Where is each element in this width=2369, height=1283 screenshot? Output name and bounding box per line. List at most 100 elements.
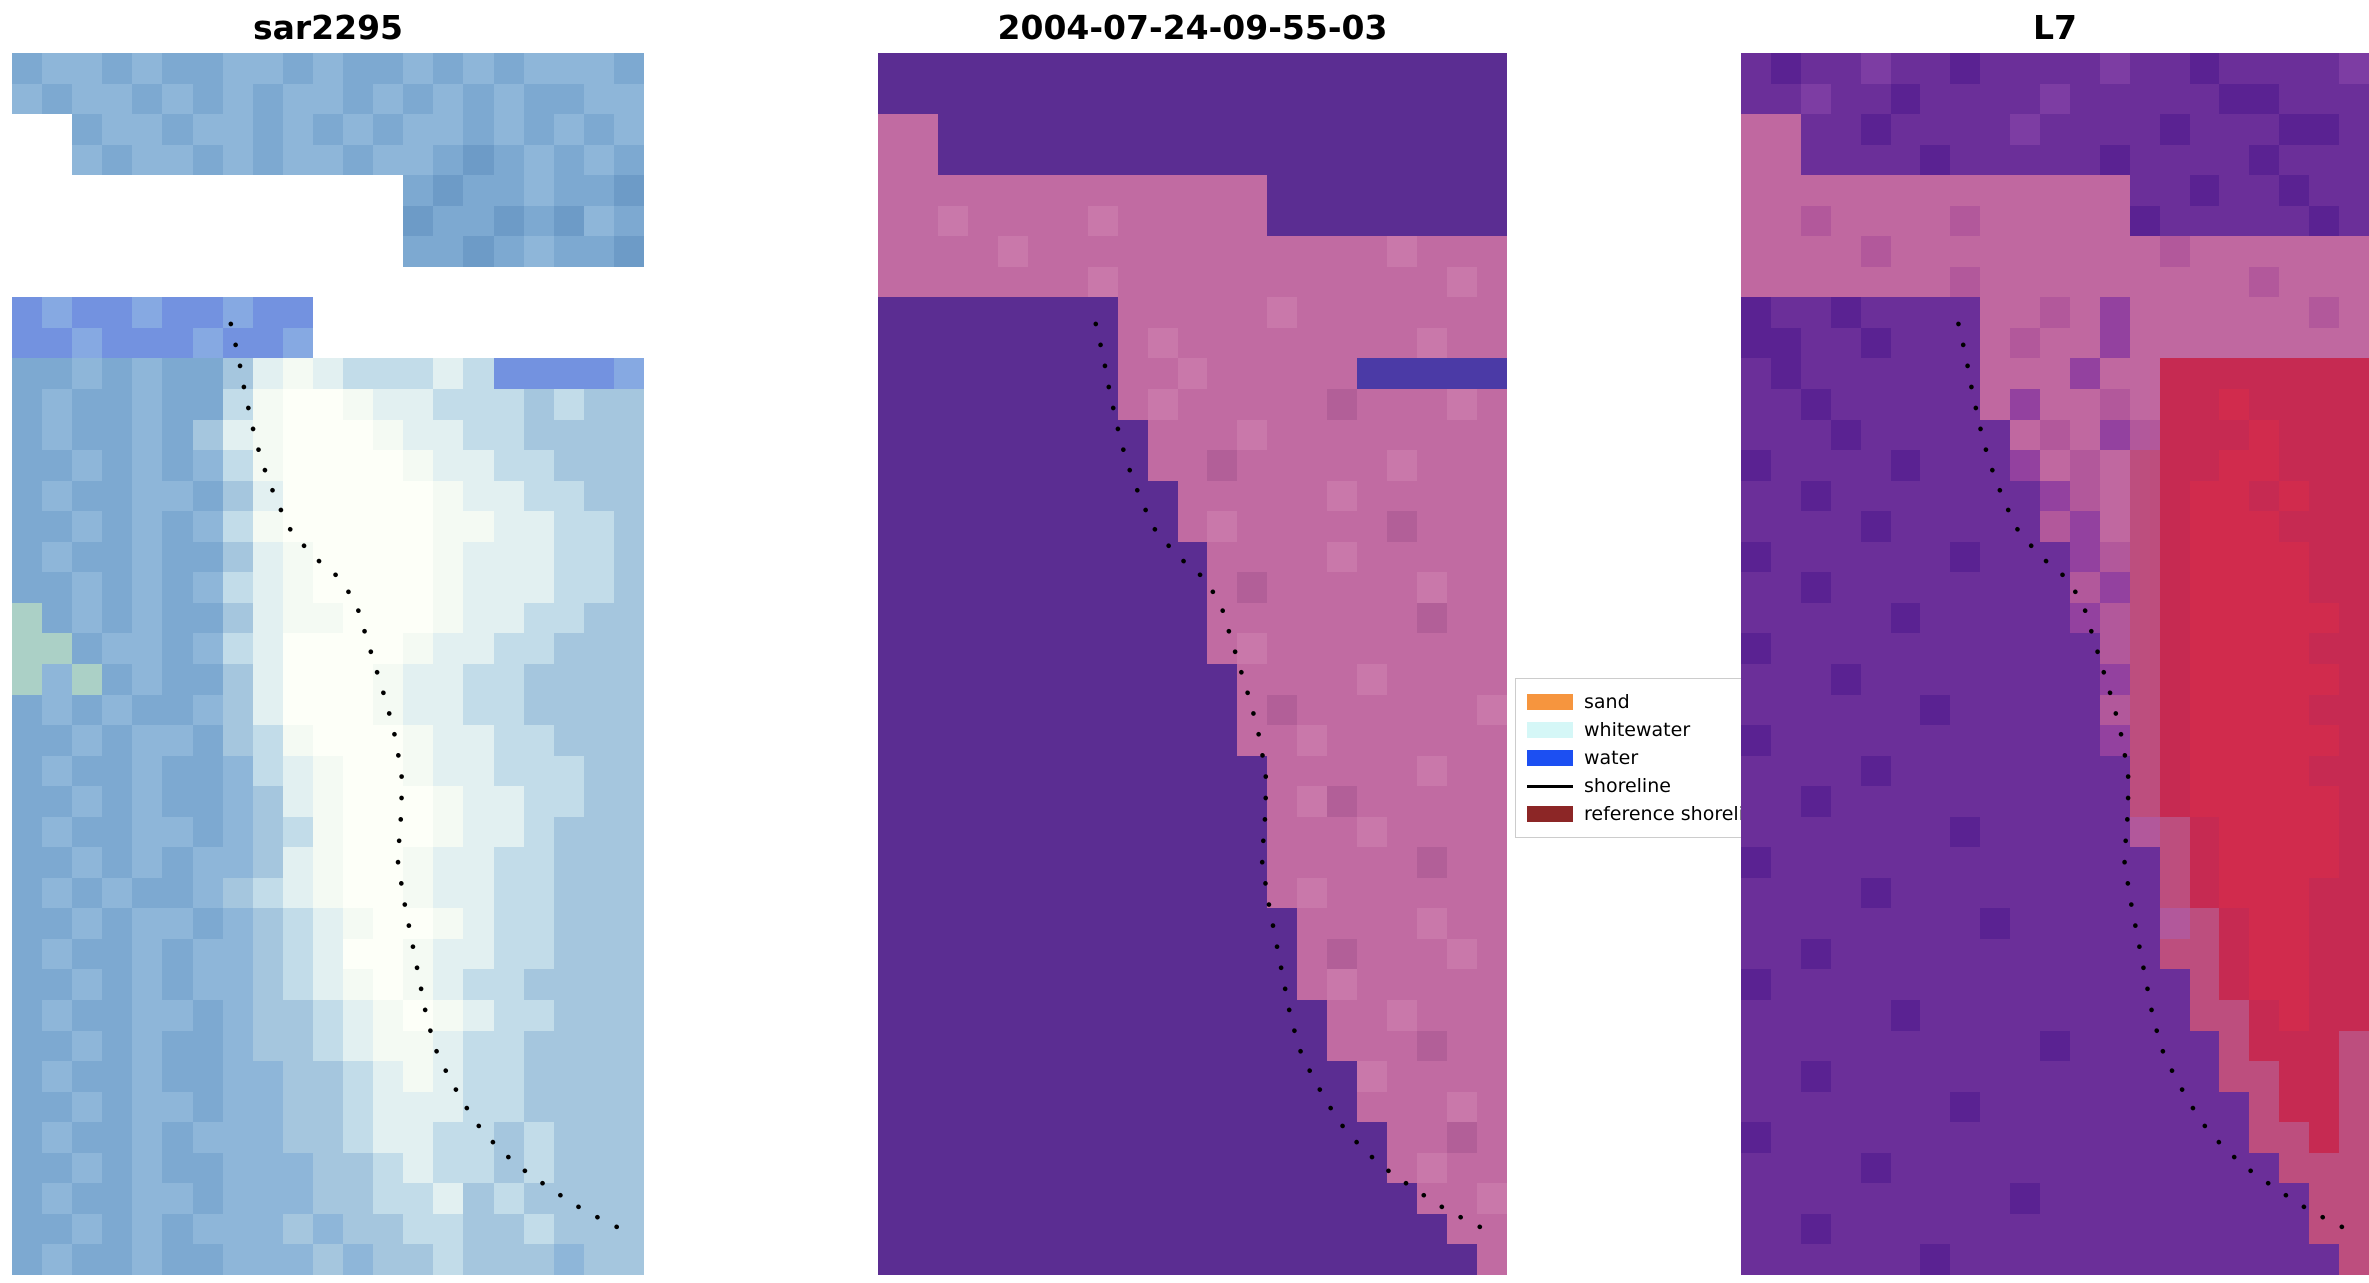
pixel-cell bbox=[1237, 358, 1268, 390]
pixel-cell bbox=[72, 1122, 103, 1153]
pixel-cell bbox=[1057, 1244, 1088, 1275]
pixel-cell bbox=[553, 53, 584, 84]
pixel-cell bbox=[2279, 1183, 2310, 1214]
pixel-cell bbox=[1770, 389, 1801, 420]
pixel-cell bbox=[937, 541, 968, 573]
pixel-cell bbox=[2249, 114, 2280, 145]
pixel-cell bbox=[2189, 1183, 2220, 1214]
pixel-cell bbox=[2219, 450, 2250, 481]
pixel-cell bbox=[1950, 877, 1981, 909]
pixel-cell bbox=[2069, 114, 2100, 145]
pixel-cell bbox=[1920, 1091, 1951, 1123]
pixel-cell bbox=[2040, 236, 2070, 267]
pixel-cell bbox=[583, 1183, 614, 1214]
pixel-cell bbox=[433, 786, 464, 817]
pixel-cell bbox=[312, 663, 344, 695]
pixel-cell bbox=[1980, 1213, 2011, 1245]
pixel-cell bbox=[343, 83, 374, 115]
pixel-cell bbox=[1830, 450, 1861, 481]
pixel-cell bbox=[523, 1030, 554, 1062]
pixel-cell bbox=[1267, 572, 1298, 603]
pixel-cell bbox=[343, 1030, 374, 1062]
pixel-cell bbox=[583, 908, 614, 939]
pixel-cell bbox=[583, 83, 614, 115]
pixel-cell bbox=[2129, 511, 2160, 542]
pixel-cell bbox=[373, 602, 404, 634]
pixel-cell bbox=[1890, 266, 1921, 298]
pixel-cell bbox=[997, 755, 1028, 787]
pixel-cell bbox=[2099, 205, 2130, 237]
pixel-cell bbox=[1447, 53, 1478, 84]
pixel-cell bbox=[12, 450, 43, 481]
pixel-cell bbox=[433, 1030, 464, 1062]
pixel-cell bbox=[222, 969, 253, 1001]
pixel-cell bbox=[162, 725, 193, 756]
pixel-cell bbox=[1950, 266, 1981, 298]
pixel-cell bbox=[1297, 938, 1328, 970]
pixel-cell bbox=[1357, 938, 1388, 970]
pixel-cell bbox=[1087, 327, 1118, 359]
pixel-cell bbox=[2309, 1000, 2340, 1031]
pixel-cell bbox=[493, 83, 524, 115]
pixel-cell bbox=[907, 236, 938, 267]
pixel-cell bbox=[1950, 1061, 1981, 1092]
pixel-cell bbox=[2279, 175, 2310, 206]
pixel-cell bbox=[1800, 755, 1831, 787]
pixel-cell bbox=[1830, 1213, 1861, 1245]
pixel-cell bbox=[2040, 786, 2070, 817]
pixel-cell bbox=[1057, 327, 1088, 359]
pixel-cell bbox=[2159, 358, 2190, 390]
pixel-cell bbox=[433, 450, 464, 481]
pixel-cell bbox=[72, 83, 103, 115]
pixel-cell bbox=[1237, 969, 1268, 1001]
pixel-cell bbox=[1087, 358, 1118, 390]
pixel-cell bbox=[42, 511, 73, 542]
pixel-cell bbox=[373, 633, 404, 664]
pixel-cell bbox=[2309, 450, 2340, 481]
pixel-cell bbox=[1177, 694, 1208, 726]
pixel-cell bbox=[1890, 511, 1921, 542]
pixel-cell bbox=[2040, 1152, 2070, 1184]
pixel-cell bbox=[1147, 908, 1178, 939]
pixel-cell bbox=[1327, 663, 1358, 695]
pixel-cell bbox=[403, 908, 434, 939]
pixel-cell bbox=[12, 1122, 43, 1153]
pixel-cell bbox=[583, 938, 614, 970]
pixel-cell bbox=[1057, 541, 1088, 573]
pixel-cell bbox=[1920, 419, 1951, 451]
pixel-cell bbox=[1770, 663, 1801, 695]
pixel-cell bbox=[1207, 236, 1238, 267]
pixel-cell bbox=[1237, 205, 1268, 237]
pixel-cell bbox=[2010, 847, 2041, 878]
pixel-cell bbox=[312, 755, 344, 787]
pixel-cell bbox=[343, 541, 374, 573]
pixel-cell bbox=[1800, 969, 1831, 1001]
pixel-cell bbox=[1741, 1122, 1771, 1153]
pixel-cell bbox=[1741, 297, 1771, 328]
pixel-cell bbox=[1770, 1030, 1801, 1062]
pixel-cell bbox=[937, 450, 968, 481]
pixel-cell bbox=[878, 1030, 908, 1062]
pixel-cell bbox=[1177, 602, 1208, 634]
pixel-cell bbox=[1057, 358, 1088, 390]
pixel-cell bbox=[192, 83, 223, 115]
pixel-cell bbox=[2129, 83, 2160, 115]
pixel-cell bbox=[1327, 602, 1358, 634]
pixel-cell bbox=[1860, 908, 1891, 939]
pixel-cell bbox=[282, 1030, 313, 1062]
pixel-cell bbox=[343, 206, 373, 237]
pixel-cell bbox=[997, 205, 1028, 237]
pixel-cell bbox=[1117, 83, 1148, 115]
pixel-cell bbox=[2010, 633, 2041, 664]
pixel-cell bbox=[1477, 602, 1507, 634]
pixel-cell bbox=[343, 633, 374, 664]
pixel-cell bbox=[1027, 1030, 1058, 1062]
pixel-cell bbox=[1117, 114, 1148, 145]
pixel-cell bbox=[967, 633, 998, 664]
pixel-cell bbox=[2189, 114, 2220, 145]
pixel-cell bbox=[2099, 786, 2130, 817]
pixel-cell bbox=[1860, 389, 1891, 420]
pixel-cell bbox=[1147, 480, 1178, 512]
pixel-cell bbox=[1800, 450, 1831, 481]
pixel-cell bbox=[373, 1061, 404, 1092]
